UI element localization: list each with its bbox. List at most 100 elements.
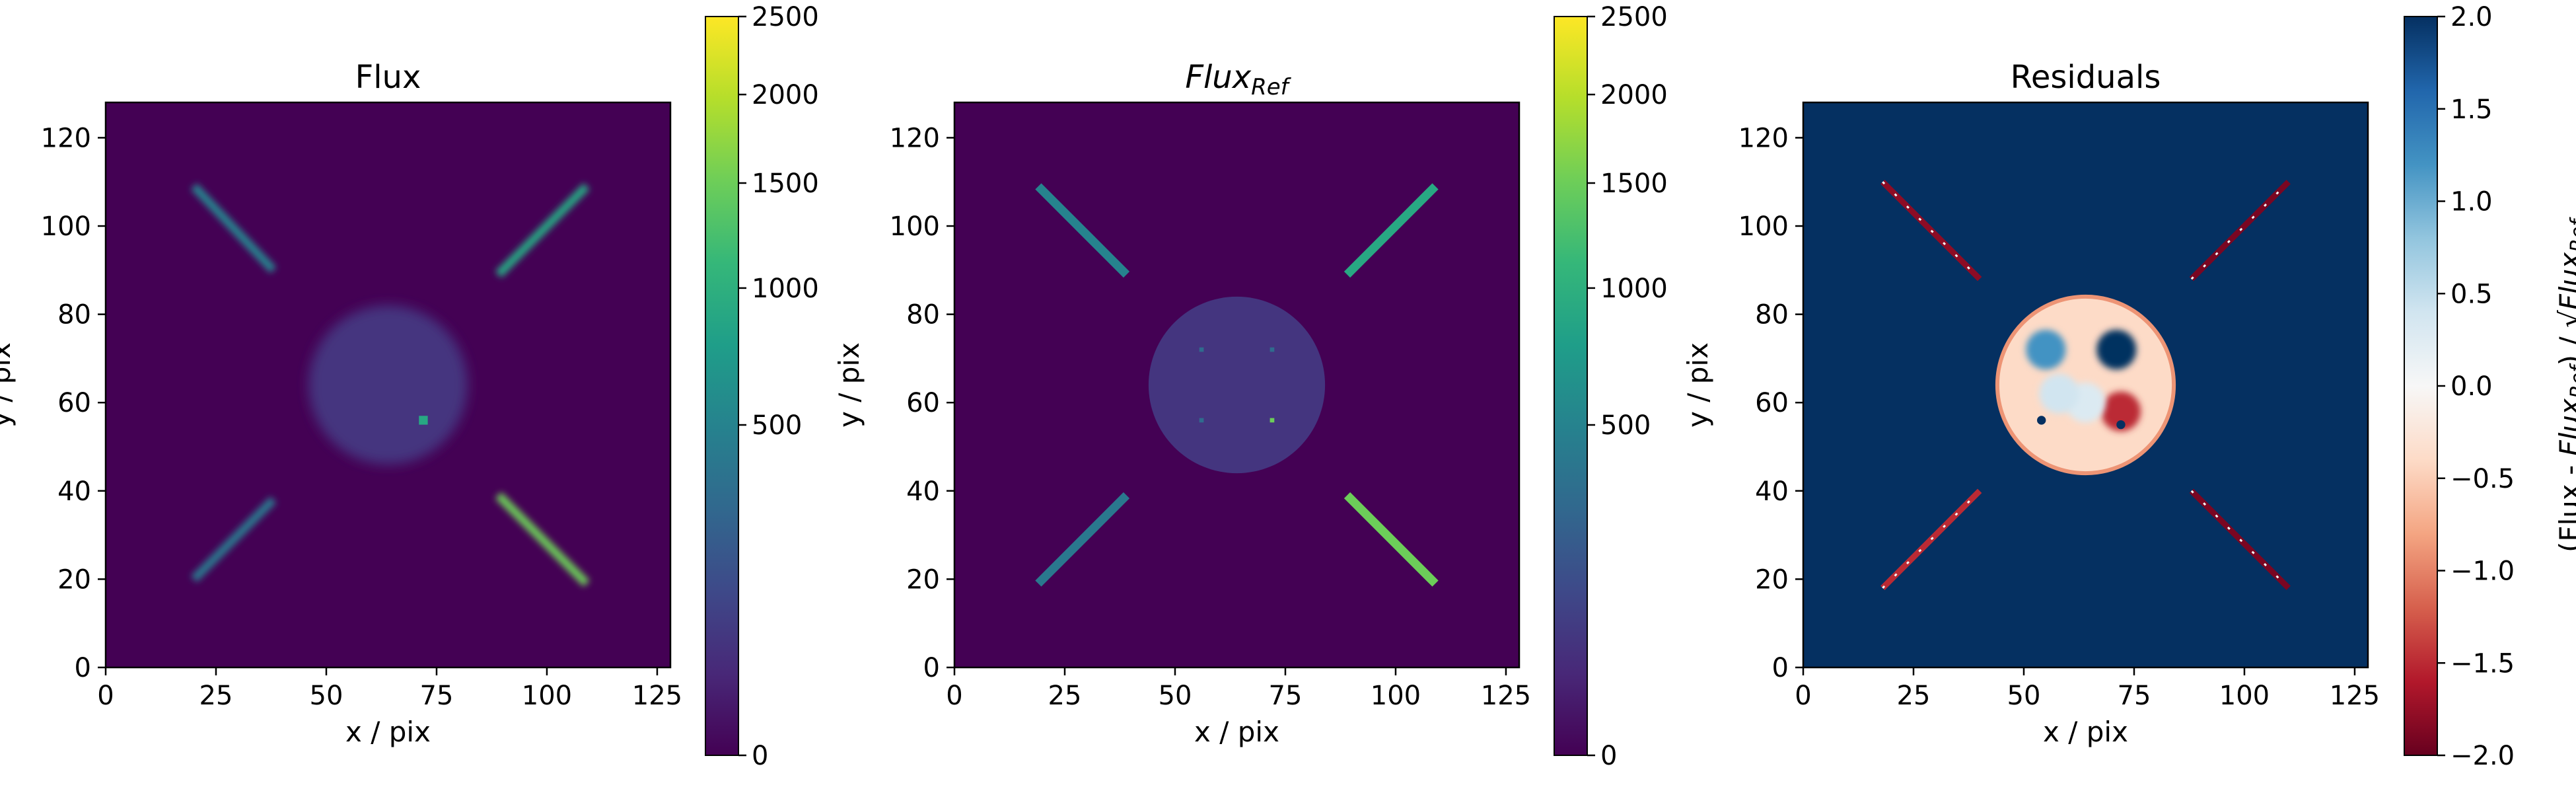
- streak: [2189, 180, 2291, 282]
- y-tick-label: 40: [906, 476, 940, 507]
- x-tick-label: 50: [310, 681, 343, 711]
- point-source: [1270, 418, 1275, 423]
- x-axis-label: x / pix: [345, 716, 431, 748]
- colorbar-tick-label: 1500: [752, 169, 819, 199]
- y-tick-label: 0: [923, 653, 940, 683]
- streak: [190, 183, 277, 274]
- x-tick-label: 100: [522, 681, 572, 711]
- streak: [495, 183, 590, 278]
- colorbar-tick-label: 1.5: [2451, 94, 2493, 125]
- y-tick-label: 100: [41, 211, 91, 242]
- y-tick-label: 80: [57, 300, 91, 330]
- x-tick-label: 75: [420, 681, 454, 711]
- x-tick-label: 50: [2007, 681, 2041, 711]
- colorbar-tick-label: 0.5: [2451, 279, 2493, 309]
- y-tick-label: 0: [75, 653, 91, 683]
- x-tick-label: 50: [1159, 681, 1192, 711]
- flux-panel: Flux x / pix y / pix 0 25 50 75 100 125 0 20 40 6…: [0, 2, 819, 771]
- y-tick-label: 100: [890, 211, 940, 242]
- y-tick-label: 80: [1755, 300, 1789, 330]
- colorbar-tick-label: 0: [1600, 741, 1617, 771]
- y-tick-label: 100: [1738, 211, 1789, 242]
- y-axis-label: y / pix: [0, 342, 17, 428]
- residual-blob: [2116, 420, 2126, 430]
- image-area: [954, 102, 1519, 667]
- residual-blob: [2100, 391, 2141, 432]
- y-tick-label: 20: [1755, 564, 1789, 595]
- colorbar-tick-label: −2.0: [2451, 741, 2515, 771]
- x-tick-label: 25: [1048, 681, 1082, 711]
- x-tick-label: 75: [1269, 681, 1303, 711]
- y-axis-label: y / pix: [1682, 342, 1714, 428]
- disk-edge: [1995, 294, 2176, 476]
- residual-blob: [2039, 373, 2079, 414]
- y-tick-label: 40: [1755, 476, 1789, 507]
- colorbar-tick-label: 1500: [1600, 169, 1668, 199]
- image-area: [106, 102, 670, 667]
- streak: [1880, 180, 1982, 282]
- panel-title-main: Flux: [1185, 59, 1251, 96]
- colorbar-tick-label: −0.5: [2451, 464, 2515, 494]
- streak: [190, 496, 277, 583]
- colorbar-tick-label: 2000: [1600, 80, 1668, 110]
- point-source: [1270, 347, 1275, 352]
- x-tick-label: 0: [97, 681, 114, 711]
- y-tick-label: 20: [906, 564, 940, 595]
- point-source: [1199, 418, 1204, 423]
- bright-spot: [419, 416, 428, 425]
- colorbar-label: (Flux - FluxRef) / √FluxRef: [2554, 217, 2576, 552]
- image-area: [1803, 102, 2368, 667]
- y-tick-label: 80: [906, 300, 940, 330]
- panel-title: Residuals: [2011, 59, 2161, 96]
- colorbar-tick-label: −1.5: [2451, 648, 2515, 679]
- x-tick-label: 25: [1897, 681, 1931, 711]
- x-tick-label: 125: [1481, 681, 1531, 711]
- streak: [495, 492, 590, 587]
- panel-title-sub: Ref: [1251, 74, 1292, 100]
- x-tick-label: 125: [2330, 681, 2380, 711]
- source-disk: [1148, 296, 1326, 474]
- x-axis-label: x / pix: [2043, 716, 2128, 748]
- colorbar-tick-label: 1.0: [2451, 187, 2493, 217]
- source-disk: [308, 305, 468, 465]
- streak: [1343, 492, 1439, 587]
- y-tick-label: 60: [57, 388, 91, 418]
- colorbar-tick-label: 2000: [752, 80, 819, 110]
- x-tick-label: 75: [2118, 681, 2151, 711]
- x-tick-label: 125: [632, 681, 682, 711]
- residuals-panel: Residuals x / pix y / pix (Flux - FluxRe…: [1682, 2, 2576, 771]
- streak: [1035, 183, 1130, 278]
- y-tick-label: 20: [57, 564, 91, 595]
- y-tick-label: 120: [1738, 123, 1789, 153]
- colorbar-tick-label: −1.0: [2451, 556, 2515, 587]
- y-tick-label: 40: [57, 476, 91, 507]
- colorbar-frame: [1554, 16, 1588, 756]
- residual-blob: [2096, 330, 2137, 370]
- plot-frame: [104, 101, 672, 669]
- colorbar: [705, 17, 738, 755]
- y-tick-label: 60: [906, 388, 940, 418]
- flux-ref-panel: FluxRef x / pix y / pix 0 25 50 75 100 125 0 20…: [833, 2, 1668, 771]
- residual-blob: [2037, 416, 2046, 425]
- y-tick-label: 0: [1772, 653, 1789, 683]
- colorbar-tick-label: 0: [752, 741, 768, 771]
- x-tick-label: 25: [199, 681, 233, 711]
- streak: [1880, 488, 1982, 590]
- point-source: [1199, 347, 1204, 352]
- y-tick-label: 60: [1755, 388, 1789, 418]
- x-tick-label: 100: [1371, 681, 1421, 711]
- plot-frame: [1802, 101, 2369, 669]
- colorbar-tick-label: 0.0: [2451, 371, 2493, 402]
- colorbar-tick-label: 2.0: [2451, 2, 2493, 32]
- colorbar-tick-label: 500: [1600, 410, 1651, 441]
- streak: [1343, 183, 1439, 278]
- colorbar-tick-label: 2500: [1600, 2, 1668, 32]
- x-axis-label: x / pix: [1194, 716, 1279, 748]
- colorbar: [1554, 17, 1587, 755]
- plot-frame: [953, 101, 1521, 669]
- panel-title: FluxRef: [1185, 59, 1291, 100]
- x-tick-label: 100: [2219, 681, 2270, 711]
- x-tick-label: 0: [1795, 681, 1811, 711]
- colorbar-tick-label: 500: [752, 410, 802, 441]
